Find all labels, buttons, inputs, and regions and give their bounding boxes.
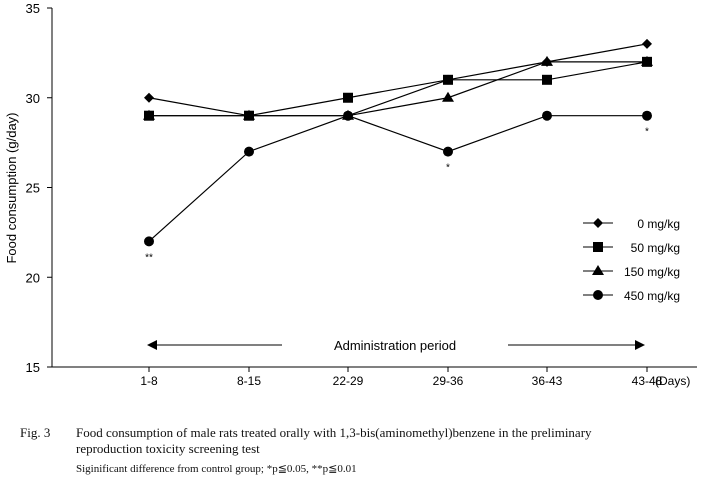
x-axis-label: Days of experiment — [293, 399, 405, 400]
x-tick-label: 29-36 — [433, 374, 464, 388]
data-point-diamond — [642, 38, 652, 49]
legend-marker-diamond — [593, 218, 603, 228]
data-point-circle — [443, 146, 453, 157]
data-point-circle — [343, 110, 353, 121]
data-point-square — [542, 74, 552, 85]
x-tick-label: 1-8 — [140, 374, 158, 388]
legend-marker-circle — [593, 290, 603, 300]
series-line-0 — [148, 43, 648, 117]
legend-marker-triangle — [592, 265, 604, 275]
data-point-circle — [244, 146, 254, 157]
legend-label: 0 mg/kg — [637, 217, 680, 231]
data-point-triangle — [143, 109, 155, 120]
data-point-circle — [542, 110, 552, 121]
data-point-circle — [642, 110, 652, 121]
data-point-triangle — [641, 55, 653, 66]
y-axis-label: Food consumption (g/day) — [4, 112, 19, 263]
figure-number: Fig. 3 — [20, 425, 51, 440]
data-point-square — [443, 74, 453, 85]
y-tick-label: 25 — [26, 181, 40, 196]
caption-note: Siginificant difference from control gro… — [76, 463, 357, 475]
legend-label: 50 mg/kg — [631, 241, 680, 255]
x-tick-label: 22-29 — [333, 374, 364, 388]
significance-mark: * — [645, 127, 649, 138]
data-point-triangle — [541, 55, 553, 66]
data-point-square — [343, 92, 353, 103]
x-unit-label: (Days) — [655, 374, 690, 388]
arrow-head-right — [635, 340, 645, 350]
legend-label: 450 mg/kg — [624, 289, 680, 303]
x-tick-label: 8-15 — [237, 374, 261, 388]
series-line-2 — [149, 61, 647, 117]
x-tick-label: 43-48 — [632, 374, 663, 388]
y-tick-label: 30 — [26, 91, 40, 106]
series-line-3 — [148, 115, 647, 242]
series-line-1 — [149, 61, 648, 117]
significance-mark: ** — [145, 252, 153, 263]
data-point-diamond — [144, 92, 154, 103]
arrow-head-left — [147, 340, 157, 350]
data-point-triangle — [243, 109, 255, 120]
y-tick-label: 20 — [26, 270, 40, 285]
y-tick-label: 15 — [26, 360, 40, 375]
significance-mark: * — [446, 163, 450, 174]
period-label: Administration period — [334, 338, 456, 353]
legend-marker-square — [593, 242, 603, 252]
y-tick-label: 35 — [26, 1, 40, 16]
caption-text: Food consumption of male rats treated or… — [76, 425, 592, 440]
data-point-circle — [144, 236, 154, 247]
chart: 15 20 25 30 35 1-8 8-15 22-29 29-36 36-43 43-48(Da… — [4, 1, 697, 400]
legend-label: 150 mg/kg — [624, 265, 680, 279]
x-tick-label: 36-43 — [532, 374, 563, 388]
data-point-triangle — [442, 91, 454, 102]
caption-text-2: reproduction toxicity screening test — [76, 441, 260, 456]
